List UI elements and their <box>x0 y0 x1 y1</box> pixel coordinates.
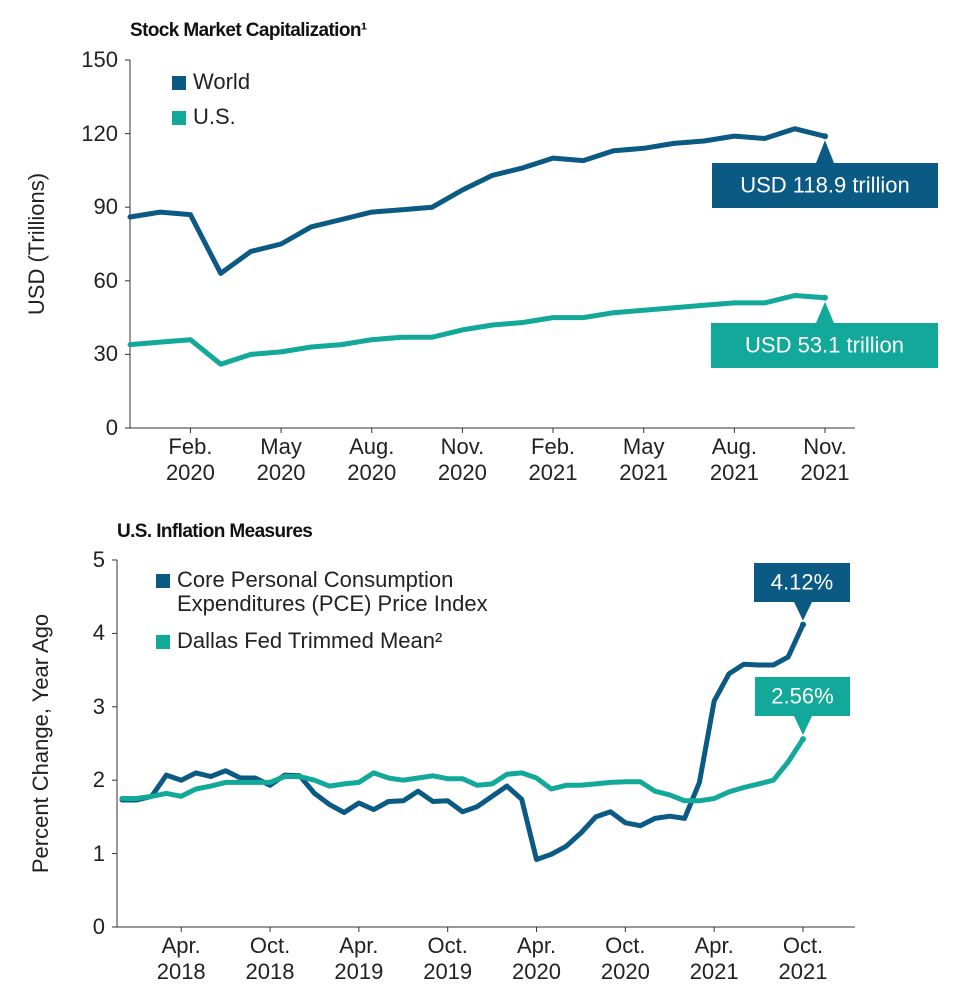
chart-title: U.S. Inflation Measures <box>117 521 313 542</box>
annotation-pointer <box>816 301 834 323</box>
legend-label: World <box>193 69 251 94</box>
series-line <box>119 736 806 804</box>
annotation-box <box>712 163 938 208</box>
x-tick-label: Nov. 2021 <box>800 434 850 485</box>
x-tick-label: Apr. 2020 <box>512 933 561 984</box>
annotation-text: USD 118.9 trillion <box>740 172 910 197</box>
x-tick-label: Aug. 2021 <box>709 434 759 485</box>
y-tick-label: 3 <box>92 693 105 719</box>
x-tick-label: May 2020 <box>256 434 306 485</box>
y-tick-label: 150 <box>81 47 118 72</box>
y-axis-label: USD (Trillions) <box>24 173 49 315</box>
annotation-pointer <box>794 602 812 621</box>
y-tick-label: 0 <box>105 415 118 440</box>
annotation-pointer <box>794 716 812 736</box>
y-tick-label: 120 <box>81 120 118 146</box>
series-line <box>127 293 828 367</box>
x-tick-label: Oct. 2021 <box>778 933 828 984</box>
annotation-text: 4.12% <box>771 569 833 594</box>
legend-swatch <box>172 76 186 90</box>
annotation-point <box>800 621 806 628</box>
series-line <box>127 126 828 276</box>
annotation-point <box>822 294 828 301</box>
chart-title: Stock Market Capitalization¹ <box>130 20 367 41</box>
annotation-box <box>754 563 850 602</box>
x-tick-label: Apr. 2021 <box>689 933 739 984</box>
y-tick-label: 1 <box>92 840 105 866</box>
x-tick-label: Oct. 2018 <box>245 933 295 984</box>
annotation-pointer <box>816 140 834 163</box>
x-tick-label: Oct. 2020 <box>600 933 650 984</box>
legend-label: Dallas Fed Trimmed Mean² <box>177 628 443 653</box>
y-tick-label: 4 <box>92 620 105 646</box>
legend-swatch <box>156 574 170 588</box>
x-tick-label: Aug. 2020 <box>347 434 397 485</box>
annotation-text: 2.56% <box>771 683 833 708</box>
x-tick-label: May 2021 <box>619 434 669 485</box>
annotation-point <box>822 133 828 140</box>
y-tick-label: 0 <box>92 914 105 939</box>
x-tick-label: Oct. 2019 <box>423 933 473 984</box>
legend-swatch <box>156 635 170 649</box>
annotation-text: USD 53.1 trillion <box>745 332 904 357</box>
x-tick-label: Feb. 2020 <box>165 434 215 485</box>
annotation-point <box>800 736 806 743</box>
x-tick-label: Feb. 2021 <box>528 434 578 485</box>
annotation-box <box>755 677 850 716</box>
y-tick-label: 2 <box>92 767 105 793</box>
y-tick-label: 5 <box>92 547 105 572</box>
x-tick-label: Apr. 2018 <box>156 933 206 984</box>
legend-swatch <box>172 111 186 125</box>
legend-label: Core Personal Consumption Expenditures (… <box>177 567 488 616</box>
series-line <box>119 622 806 862</box>
y-tick-label: 90 <box>93 194 118 220</box>
y-tick-label: 30 <box>93 341 118 367</box>
y-axis-label: Percent Change, Year Ago <box>28 614 53 873</box>
x-tick-label: Apr. 2019 <box>334 933 384 984</box>
legend-label: U.S. <box>193 104 236 129</box>
y-tick-label: 60 <box>93 267 118 293</box>
annotation-box <box>711 323 938 368</box>
x-tick-label: Nov. 2020 <box>437 434 487 485</box>
